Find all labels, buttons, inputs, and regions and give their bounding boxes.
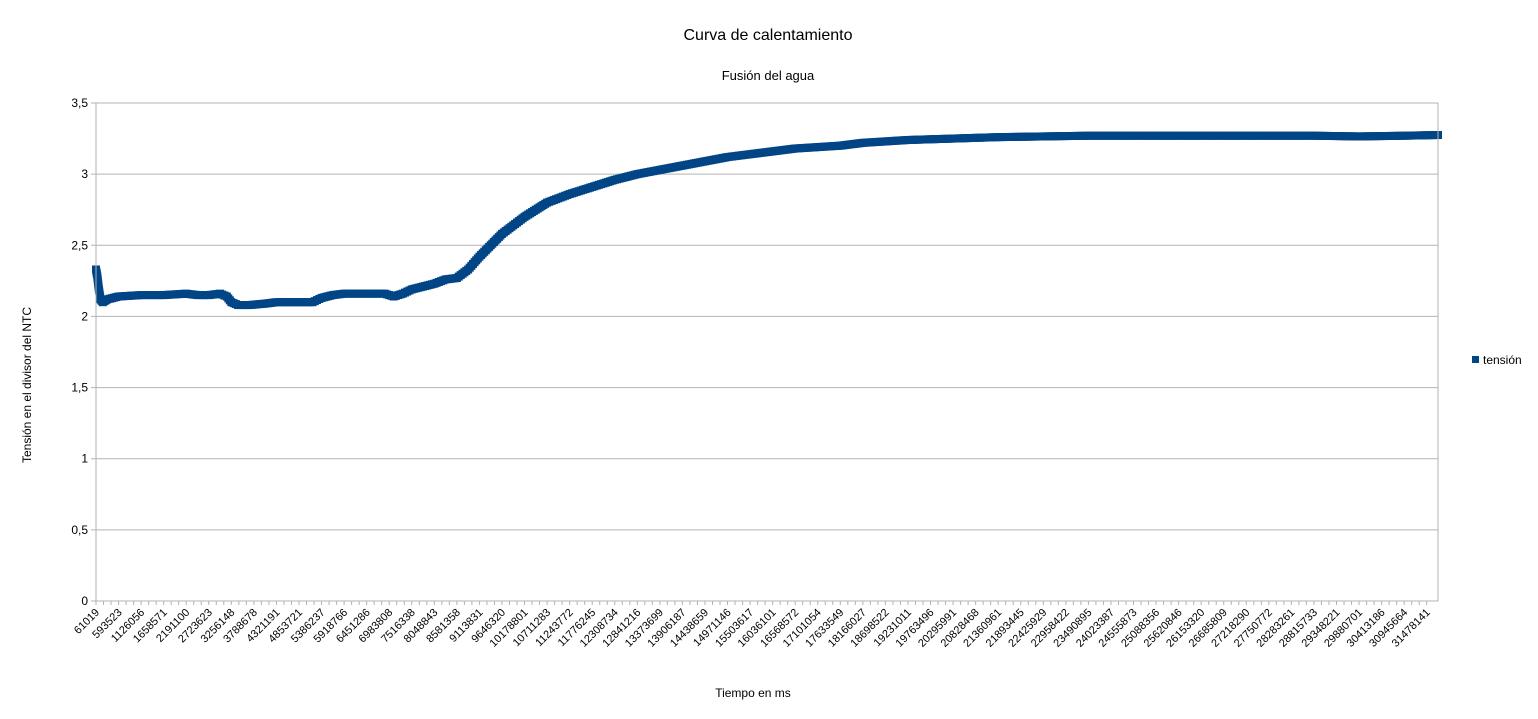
y-tick-label: 1: [81, 452, 88, 466]
legend-marker: [1472, 356, 1479, 363]
chart-title: Curva de calentamiento: [684, 27, 853, 44]
chart-subtitle: Fusión del agua: [722, 68, 815, 83]
y-tick-label: 0: [81, 594, 88, 608]
y-tick-label: 0,5: [71, 523, 88, 537]
y-tick-label: 2: [81, 309, 88, 323]
plot-area-border: [95, 102, 1439, 602]
x-axis-label: Tiempo en ms: [715, 686, 791, 700]
y-tick-label: 2,5: [71, 238, 88, 252]
data-points: [92, 131, 1442, 310]
y-tick-label: 3,5: [71, 96, 88, 110]
legend: tensión: [1472, 353, 1522, 367]
legend-label: tensión: [1483, 353, 1522, 367]
y-tick-label: 3: [81, 167, 88, 181]
gridlines: [91, 102, 1438, 602]
y-tick-label: 1,5: [71, 381, 88, 395]
y-axis-label: Tensión en el divisor del NTC: [20, 307, 34, 463]
x-axis-ticks: 6101959352311260561658571219110027236233…: [72, 601, 1433, 650]
y-axis-ticks: 0 0,5 1 1,5 2 2,5 3 3,5: [71, 96, 88, 608]
